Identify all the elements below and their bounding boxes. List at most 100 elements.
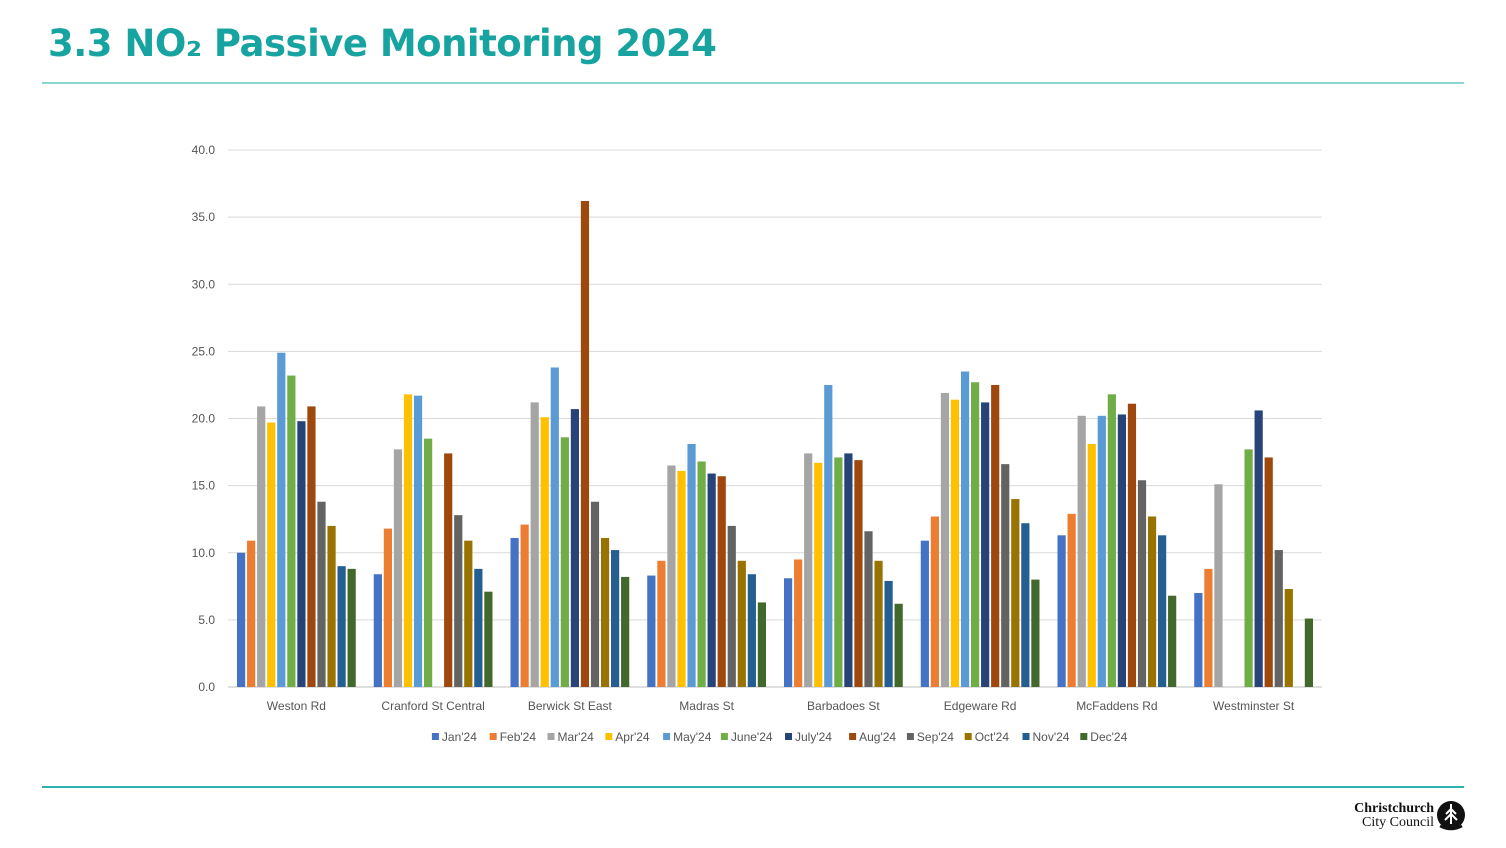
- bar: [287, 375, 296, 687]
- bar: [784, 578, 793, 687]
- bar: [757, 602, 766, 687]
- x-tick-label: Edgeware Rd: [944, 699, 1017, 713]
- bar: [1147, 516, 1157, 687]
- bar: [1127, 403, 1137, 687]
- bar: [1254, 410, 1263, 687]
- legend-label: July'24: [795, 730, 832, 744]
- legend-label: Mar'24: [558, 730, 595, 744]
- legend-item: Oct'24: [964, 730, 1009, 744]
- legend-label: Dec'24: [1090, 730, 1127, 744]
- y-tick-label: 0.0: [198, 680, 215, 694]
- footer-divider: [42, 786, 1464, 788]
- bar: [337, 566, 346, 687]
- bar: [1137, 480, 1147, 687]
- bar: [657, 560, 666, 687]
- bar: [874, 560, 883, 687]
- y-tick-label: 25.0: [192, 344, 216, 358]
- bar: [950, 399, 960, 687]
- bar: [824, 384, 833, 687]
- bar: [854, 460, 863, 687]
- bar: [277, 352, 286, 687]
- bar: [540, 417, 549, 687]
- bar: [550, 367, 559, 687]
- legend-swatch: [720, 733, 728, 740]
- bar: [844, 453, 853, 687]
- bar: [393, 449, 403, 687]
- bar: [600, 537, 610, 687]
- bar: [1244, 449, 1253, 687]
- y-tick-label: 5.0: [198, 613, 215, 627]
- bar: [707, 473, 716, 687]
- bar: [697, 461, 706, 687]
- bar: [737, 560, 746, 687]
- x-tick-label: Weston Rd: [267, 699, 326, 713]
- legend-label: Apr'24: [615, 730, 650, 744]
- bar: [1107, 394, 1116, 687]
- bar: [930, 516, 939, 687]
- legend-item: July'24: [785, 730, 832, 744]
- legend-swatch: [785, 733, 792, 740]
- x-tick-label: McFaddens Rd: [1076, 699, 1157, 713]
- bar: [611, 550, 620, 687]
- legend-item: June'24: [720, 730, 773, 744]
- logo-text-line1: Christchurch: [1354, 801, 1434, 816]
- y-tick-label: 30.0: [192, 277, 216, 291]
- bar: [1067, 513, 1076, 687]
- bar: [1264, 457, 1273, 687]
- legend-swatch: [489, 733, 497, 740]
- x-tick-label: Madras St: [679, 699, 734, 713]
- legend-item: Aug'24: [849, 730, 896, 744]
- gridlines: [228, 149, 1322, 688]
- bars: [237, 201, 1313, 687]
- x-tick-label: Barbadoes St: [807, 699, 880, 713]
- bar: [991, 384, 1000, 687]
- legend-swatch: [605, 733, 613, 740]
- bar: [1284, 589, 1293, 687]
- council-logo: Christchurch City Council: [1338, 798, 1468, 834]
- legend-swatch: [547, 733, 555, 740]
- y-axis-ticks: 0.0 5.0 10.0 15.0 20.0 25.0 30.0 35.0 40.0: [192, 143, 216, 694]
- bar: [1001, 464, 1010, 687]
- legend-label: Nov'24: [1033, 730, 1070, 744]
- bar: [1057, 535, 1066, 687]
- bar: [1011, 499, 1020, 687]
- legend-swatch: [849, 733, 857, 740]
- legend-swatch: [663, 733, 671, 740]
- legend-item: May'24: [663, 730, 712, 744]
- legend-label: Jan'24: [442, 730, 477, 744]
- bar: [1194, 593, 1203, 687]
- bar: [474, 568, 483, 687]
- bar: [804, 453, 813, 687]
- bar: [464, 540, 473, 687]
- bar: [520, 524, 529, 687]
- bar: [1117, 414, 1126, 687]
- bar: [590, 501, 600, 687]
- bar: [1274, 550, 1283, 687]
- bar: [621, 576, 630, 687]
- bar: [444, 453, 453, 687]
- bar: [647, 575, 656, 687]
- y-tick-label: 20.0: [192, 412, 216, 426]
- y-tick-label: 15.0: [192, 479, 216, 493]
- bar: [1021, 523, 1030, 687]
- legend-label: Aug'24: [859, 730, 896, 744]
- bar: [1214, 484, 1223, 687]
- bar: [834, 457, 843, 687]
- bar: [920, 540, 929, 687]
- y-tick-label: 10.0: [192, 546, 216, 560]
- bar: [580, 201, 590, 687]
- bar: [530, 402, 539, 687]
- bar: [1168, 595, 1177, 687]
- bar: [884, 580, 893, 687]
- bar: [1031, 579, 1040, 687]
- bar: [1097, 415, 1106, 687]
- bar: [864, 531, 873, 687]
- legend-swatch: [431, 733, 439, 740]
- bar: [454, 515, 463, 687]
- bar: [247, 540, 256, 687]
- legend-item: Sep'24: [906, 730, 954, 744]
- x-axis-ticks: Weston Rd Cranford St Central Berwick St E…: [267, 699, 1295, 713]
- bar: [383, 528, 392, 687]
- legend-item: Apr'24: [605, 730, 650, 744]
- bar: [1304, 618, 1313, 687]
